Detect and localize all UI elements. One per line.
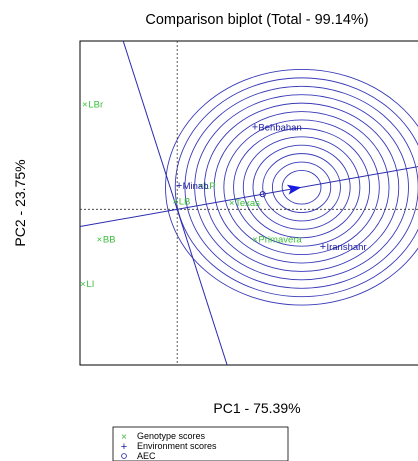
aec-ring-10 [194,94,409,281]
aec-ring-4 [252,144,351,230]
aec-ring-11 [184,85,418,289]
genotype-label-lbr: LBr [88,100,103,111]
legend-label-genotype: Genotype scores [137,431,206,441]
environment-label-behbahan: Behbahan [258,122,301,133]
genotype-marker-lbr: × [82,100,88,111]
aec-ring-1 [281,169,322,205]
aec-ring-8 [213,111,390,264]
aec-ring-2 [271,161,332,213]
aec-ring-6 [233,127,371,247]
genotype-marker-lb: × [172,196,178,207]
environment-marker-iranshahr: + [320,241,326,253]
environment-marker-behbahan: + [252,121,258,133]
legend-marker-aec [121,453,127,459]
legend-label-environment: Environment scores [137,441,217,451]
aec-abscissa-line [80,166,418,228]
genotype-label-li: LI [86,279,94,290]
aec-point [259,191,266,198]
genotype-marker-texas: × [229,198,235,209]
plot-frame [79,40,418,366]
aec-ring-3 [262,153,341,222]
aec-arrowhead [286,184,302,195]
legend-label-aec: AEC [137,451,156,461]
environment-marker-minab: + [176,180,182,192]
aec-ring-5 [242,136,361,239]
x-axis-label: PC1 - 75.39% [213,400,300,416]
aec-ring-12 [174,77,418,298]
genotype-label-primavera: Primavera [258,234,302,245]
environment-label-iranshahr: Iranshahr [326,242,366,253]
legend-marker-environment: + [121,441,127,453]
aec-ring-7 [223,119,380,256]
genotype-label-texas: Texas [235,198,260,209]
legend: × Genotype scores + Environment scores A… [112,426,289,461]
score-points: × LBr× LP× LB × Texas× BB × Primavera× LI+ Behbaha… [80,100,366,290]
aec-concentric-rings [165,69,418,306]
genotype-marker-bb: × [97,234,103,245]
genotype-label-bb: BB [103,234,116,245]
genotype-marker-li: × [80,279,86,290]
chart-title: Comparison biplot (Total - 99.14%) [145,12,368,28]
legend-marker-genotype: × [121,432,127,443]
legend-box [112,426,289,461]
y-axis-label: PC2 - 23.75% [12,159,28,246]
aec-ordinate-line [122,41,228,365]
genotype-label-lp: LP [204,181,216,192]
environment-label-minab: Minab [183,181,209,192]
aec-ring-9 [203,102,400,272]
genotype-label-lb: LB [179,196,191,207]
aec-ring-13 [165,69,418,306]
genotype-marker-lp: × [198,181,204,192]
genotype-marker-primavera: × [252,234,258,245]
